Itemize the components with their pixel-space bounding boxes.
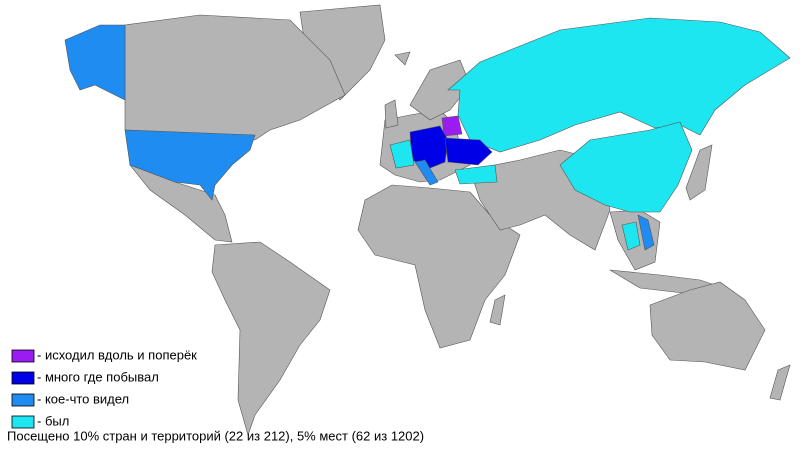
legend: - исходил вдоль и поперёк - много где поб… <box>11 347 197 429</box>
new-zealand <box>769 364 791 401</box>
legend-swatch <box>11 415 35 429</box>
thailand <box>621 221 641 251</box>
italy <box>414 159 439 186</box>
madagascar <box>489 294 506 326</box>
france <box>389 139 415 169</box>
legend-label: - был <box>37 413 69 428</box>
mexico <box>129 164 233 243</box>
legend-swatch <box>11 349 35 363</box>
south-america <box>211 241 331 436</box>
alaska <box>64 24 126 101</box>
legend-label: - исходил вдоль и поперёк <box>37 347 197 362</box>
belarus <box>441 115 463 137</box>
australia <box>649 281 766 371</box>
uk <box>384 99 399 129</box>
africa <box>357 184 521 349</box>
usa <box>124 129 256 201</box>
vietnam <box>637 214 655 251</box>
legend-label: - кое-что видел <box>37 391 129 406</box>
legend-swatch <box>11 371 35 385</box>
japan <box>685 144 713 201</box>
legend-label: - много где побывал <box>37 369 159 384</box>
footer: Посещено 10% стран и территорий (22 из 2… <box>7 428 424 443</box>
legend-swatch <box>11 393 35 407</box>
russia <box>447 17 791 153</box>
turkey <box>454 164 498 185</box>
visited-regions <box>64 17 791 251</box>
ukraine <box>444 137 493 166</box>
antarctic-islands <box>394 51 411 66</box>
china <box>559 121 693 213</box>
